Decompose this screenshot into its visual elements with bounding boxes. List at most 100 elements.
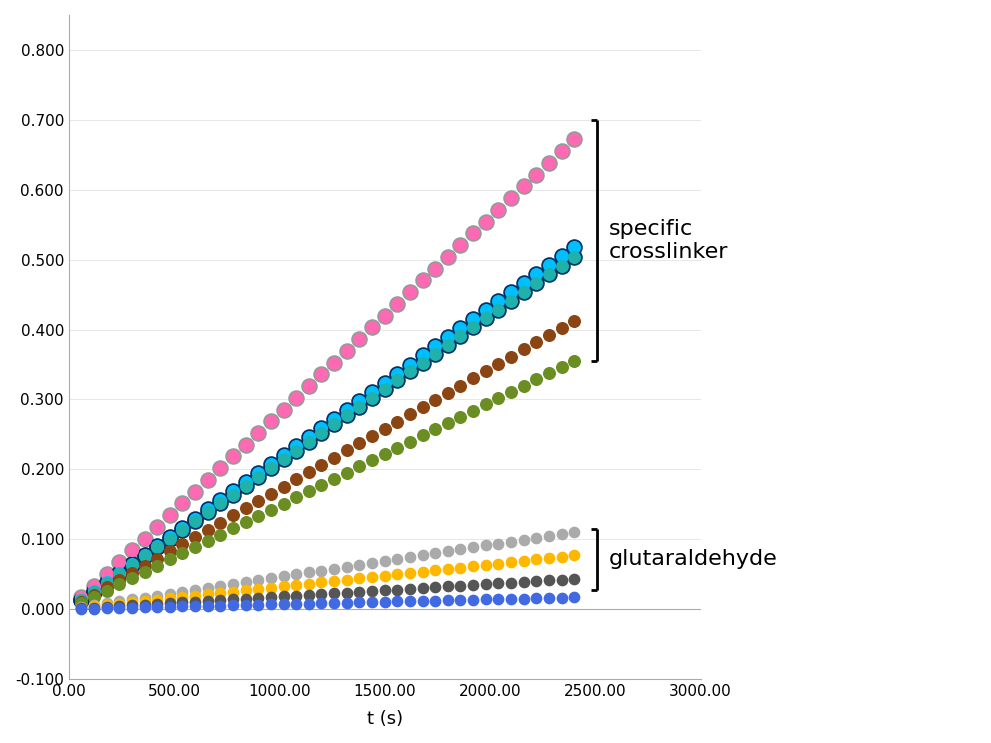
Point: [352, 585, 368, 597]
Point: [326, 575, 342, 587]
Point: [515, 593, 531, 605]
Point: [478, 304, 494, 316]
Point: [86, 591, 102, 603]
Point: [137, 551, 153, 562]
Point: [339, 467, 355, 478]
Point: [503, 386, 519, 398]
Point: [503, 286, 519, 298]
Point: [212, 580, 228, 592]
Point: [364, 322, 380, 334]
Point: [86, 600, 102, 611]
Point: [162, 597, 177, 609]
Point: [402, 435, 418, 447]
Point: [541, 268, 557, 280]
Point: [364, 585, 380, 597]
Point: [150, 521, 165, 533]
Point: [478, 578, 494, 590]
Point: [339, 586, 355, 598]
Point: [225, 450, 241, 462]
Point: [377, 310, 392, 322]
Point: [427, 564, 443, 576]
Point: [150, 539, 165, 551]
Point: [187, 596, 203, 608]
Point: [491, 204, 506, 215]
Point: [212, 495, 228, 507]
Point: [124, 545, 140, 557]
Point: [212, 462, 228, 474]
Point: [528, 575, 544, 587]
Point: [326, 418, 342, 430]
Point: [541, 574, 557, 586]
Point: [251, 599, 267, 611]
Point: [150, 601, 165, 613]
Point: [515, 380, 531, 392]
Point: [200, 524, 216, 536]
Point: [174, 522, 190, 533]
Point: [99, 576, 115, 588]
Point: [225, 485, 241, 497]
Point: [275, 403, 291, 415]
Point: [515, 533, 531, 545]
Point: [377, 555, 392, 567]
Point: [566, 526, 582, 538]
Point: [478, 559, 494, 571]
Point: [364, 322, 380, 334]
Point: [301, 566, 317, 578]
Point: [427, 340, 443, 352]
Point: [414, 349, 430, 361]
Point: [491, 593, 506, 605]
Point: [440, 580, 456, 592]
Point: [187, 515, 203, 527]
Point: [150, 553, 165, 565]
Point: [124, 558, 140, 570]
Point: [389, 298, 405, 310]
Point: [238, 480, 254, 492]
Point: [288, 440, 304, 452]
Point: [187, 515, 203, 527]
Point: [427, 581, 443, 593]
Point: [275, 453, 291, 465]
Point: [238, 585, 254, 597]
Point: [465, 542, 481, 554]
Point: [174, 522, 190, 533]
Point: [73, 594, 89, 606]
Point: [162, 509, 177, 521]
Point: [200, 595, 216, 607]
Point: [528, 268, 544, 280]
Point: [554, 250, 570, 262]
Point: [301, 380, 317, 392]
Point: [326, 357, 342, 369]
Point: [187, 486, 203, 498]
Point: [86, 588, 102, 600]
Point: [541, 259, 557, 271]
Point: [288, 590, 304, 602]
Point: [515, 277, 531, 289]
Point: [352, 400, 368, 412]
Point: [402, 366, 418, 377]
Point: [414, 357, 430, 369]
Point: [465, 227, 481, 239]
Point: [503, 557, 519, 568]
Point: [389, 442, 405, 454]
Point: [275, 598, 291, 610]
Point: [212, 495, 228, 507]
Point: [377, 377, 392, 389]
Point: [491, 392, 506, 404]
Point: [528, 169, 544, 181]
Point: [99, 582, 115, 594]
Point: [275, 453, 291, 465]
Point: [389, 374, 405, 386]
Point: [528, 554, 544, 565]
Point: [124, 572, 140, 584]
Point: [313, 479, 329, 491]
Point: [225, 489, 241, 501]
Point: [137, 533, 153, 545]
Point: [465, 322, 481, 334]
Point: [212, 516, 228, 528]
Point: [465, 227, 481, 239]
Point: [326, 562, 342, 574]
Point: [275, 450, 291, 461]
Point: [137, 533, 153, 545]
Point: [326, 587, 342, 599]
Point: [99, 577, 115, 588]
